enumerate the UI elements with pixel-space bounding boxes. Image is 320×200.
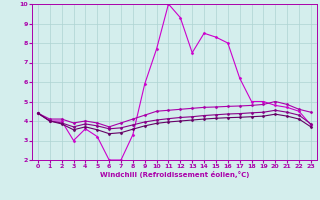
X-axis label: Windchill (Refroidissement éolien,°C): Windchill (Refroidissement éolien,°C) [100, 171, 249, 178]
